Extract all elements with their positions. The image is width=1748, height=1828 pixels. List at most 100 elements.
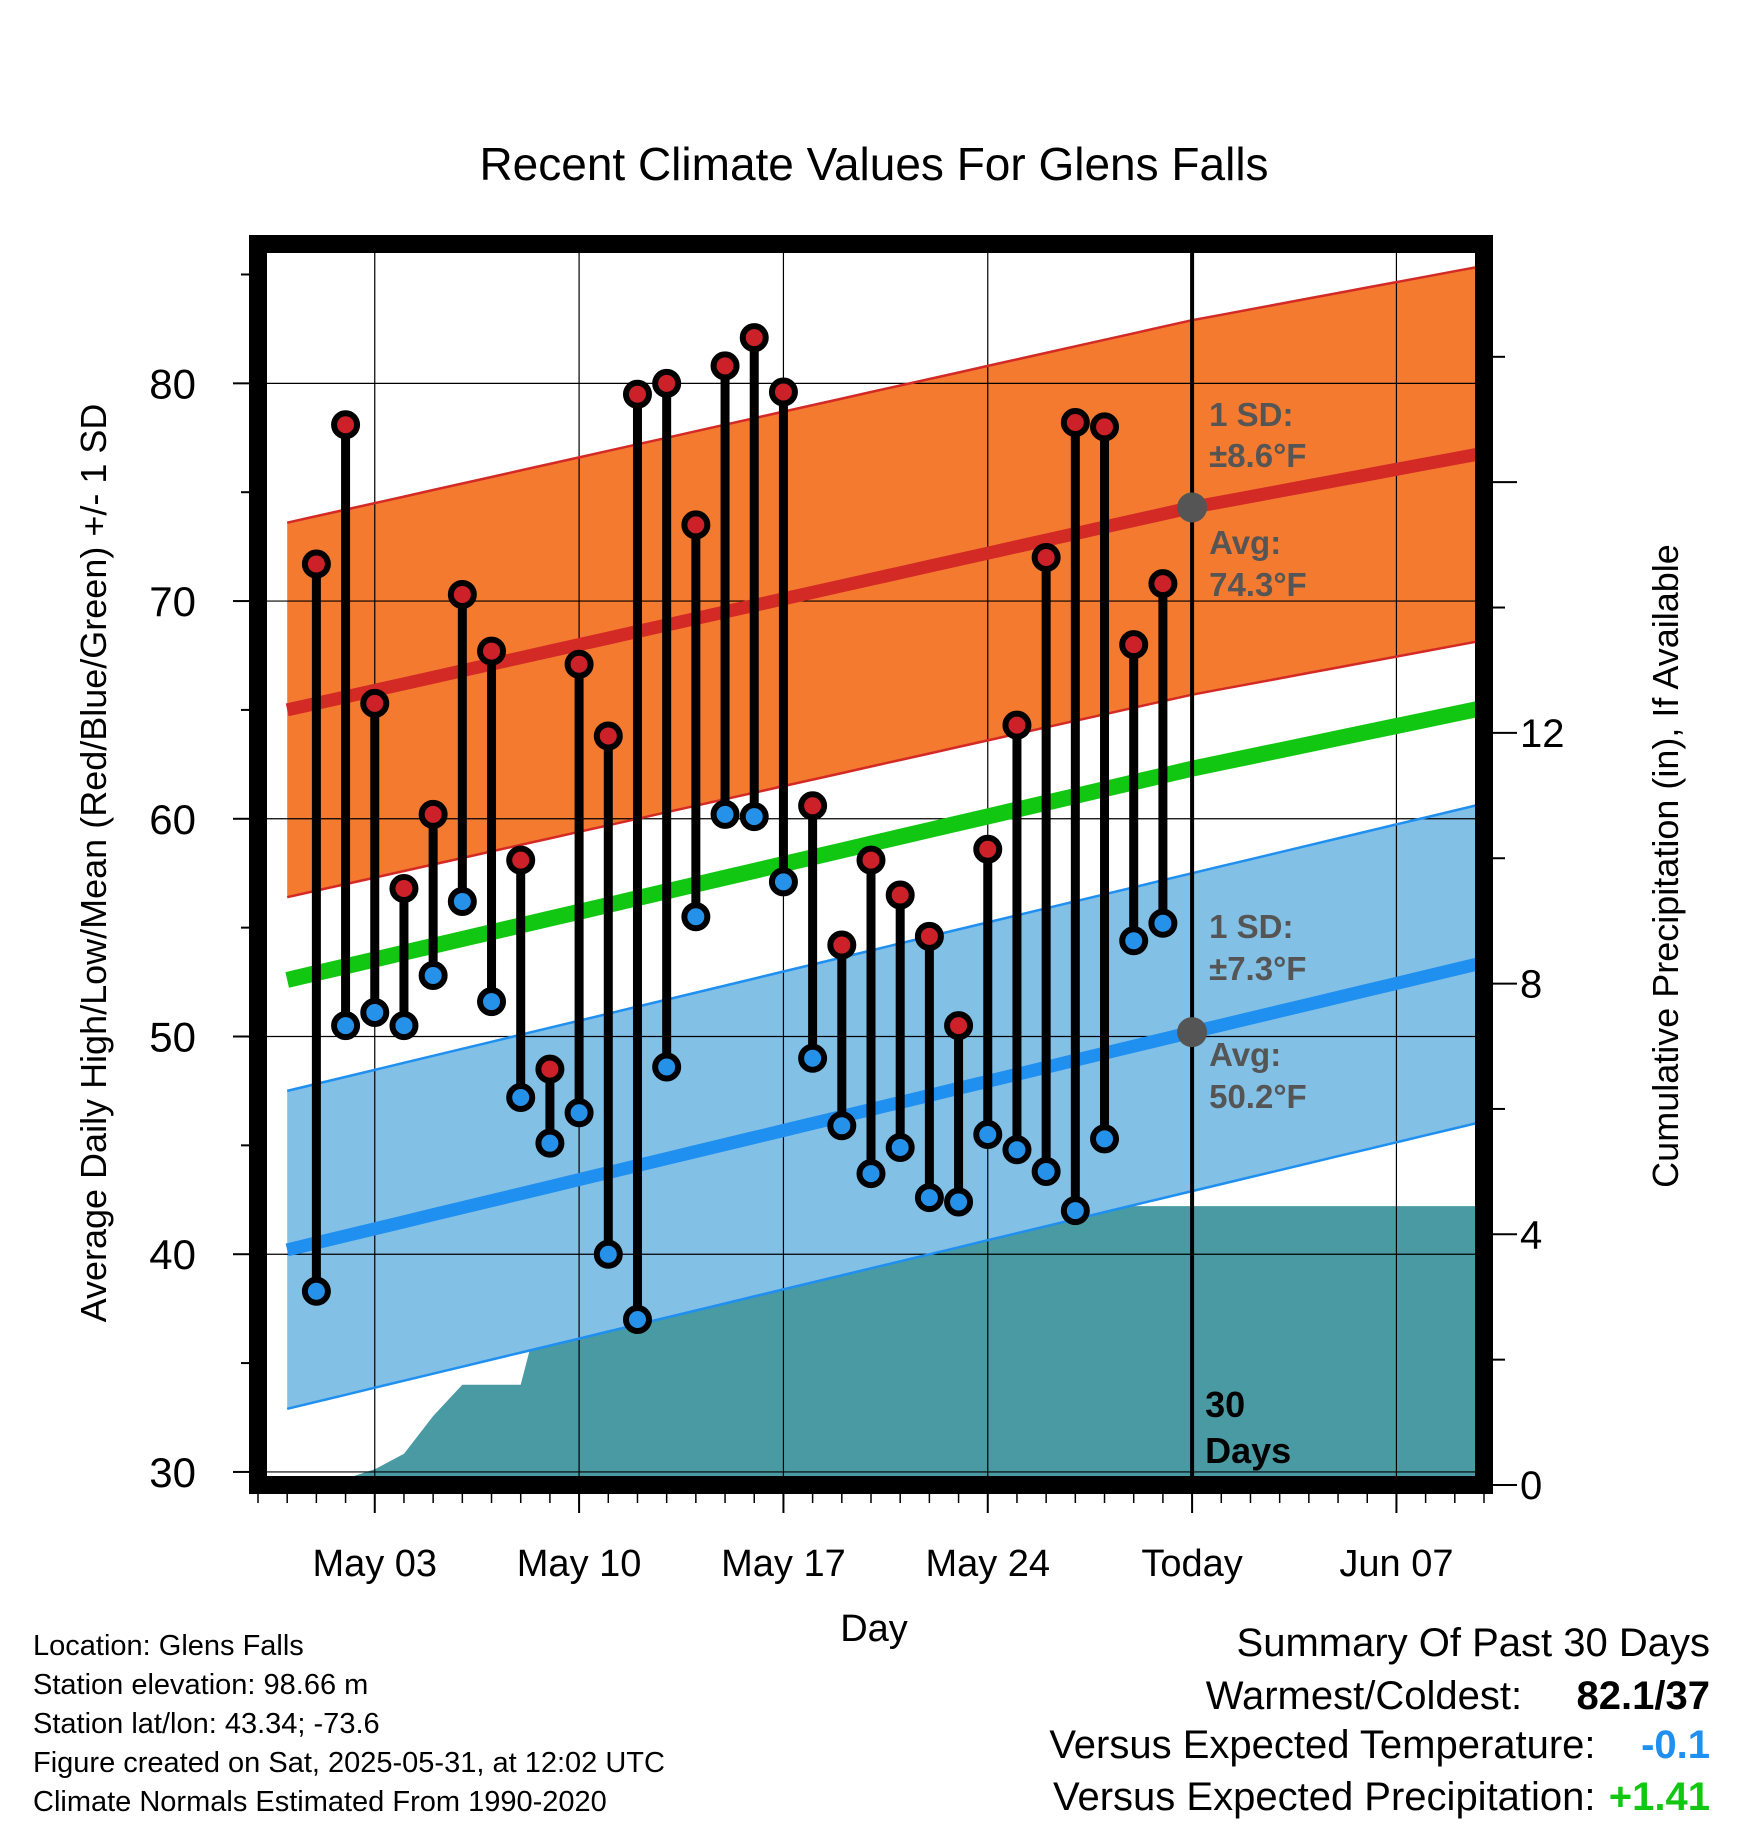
daily-high-point: [739, 323, 769, 353]
daily-high-point: [1090, 412, 1120, 442]
daily-observations: [301, 323, 1178, 1335]
high-avg-label: Avg:: [1209, 524, 1281, 561]
daily-low-point: [1090, 1124, 1120, 1154]
daily-high-point: [710, 351, 740, 381]
daily-low-point: [681, 902, 711, 932]
daily-low-point: [739, 802, 769, 832]
info-elevation: Station elevation: 98.66 m: [33, 1669, 369, 1701]
y-tick-label: 50: [149, 1013, 196, 1060]
daily-high-point: [622, 379, 652, 409]
summary-temp-value: -0.1: [1641, 1723, 1710, 1767]
daily-low-point: [1148, 908, 1178, 938]
daily-low-point: [564, 1098, 594, 1128]
low-avg-today-marker: [1177, 1017, 1208, 1048]
daily-high-point: [535, 1054, 565, 1084]
daily-high-point: [973, 834, 1003, 864]
daily-low-point: [944, 1187, 974, 1217]
summary-cold-value: 37: [1665, 1674, 1711, 1718]
x-tick-label: Today: [1141, 1543, 1242, 1585]
daily-high-point: [827, 930, 857, 960]
summary-precip-label: Versus Expected Precipitation:: [1053, 1775, 1596, 1819]
daily-low-point: [710, 799, 740, 829]
high-avg-value: 74.3°F: [1209, 566, 1307, 603]
daily-low-point: [973, 1119, 1003, 1149]
daily-high-point: [681, 510, 711, 540]
daily-high-point: [331, 410, 361, 440]
daily-high-point: [564, 649, 594, 679]
daily-high-point: [389, 873, 419, 903]
daily-high-point: [360, 688, 390, 718]
daily-high-point: [418, 799, 448, 829]
y-tick-label: 70: [149, 578, 196, 625]
summary-title: Summary Of Past 30 Days: [1237, 1621, 1710, 1666]
daily-high-point: [856, 845, 886, 875]
daily-low-point: [506, 1082, 536, 1112]
daily-high-point: [944, 1011, 974, 1041]
info-normals: Climate Normals Estimated From 1990-2020: [33, 1786, 607, 1818]
daily-low-point: [331, 1011, 361, 1041]
daily-high-point: [1148, 569, 1178, 599]
daily-high-point: [768, 377, 798, 407]
summary-title-text: Summary Of Past 30 Days: [1236, 1621, 1710, 1665]
daily-low-point: [768, 867, 798, 897]
summary-warm-cold-row: Warmest/Coldest: 82.1/37: [1206, 1674, 1710, 1719]
daily-high-point: [885, 880, 915, 910]
daily-high-point: [1002, 710, 1032, 740]
x-axis-label: Day: [840, 1608, 908, 1650]
daily-low-point: [885, 1133, 915, 1163]
daily-high-point: [798, 791, 828, 821]
low-sd-label: 1 SD:: [1209, 908, 1293, 945]
low-avg-line: [285, 956, 1484, 1257]
daily-high-point: [447, 580, 477, 610]
daily-low-point: [1060, 1196, 1090, 1226]
y2-tick-label: 8: [1520, 963, 1542, 1007]
daily-high-point: [1060, 408, 1090, 438]
x-tick-label: May 17: [721, 1543, 846, 1585]
daily-low-point: [593, 1239, 623, 1269]
daily-low-point: [389, 1011, 419, 1041]
daily-low-point: [301, 1276, 331, 1306]
low-sd-lower-edge: [286, 1120, 1484, 1411]
summary-warm-cold-label: Warmest/Coldest:: [1205, 1674, 1523, 1718]
info-latlon: Station lat/lon: 43.34; -73.6: [33, 1708, 380, 1740]
daily-high-point: [1119, 630, 1149, 660]
low-avg-label: Avg:: [1209, 1036, 1281, 1073]
daily-low-point: [622, 1305, 652, 1335]
daily-high-point: [652, 368, 682, 398]
y-tick-label: 80: [149, 360, 196, 407]
summary-precip-value: +1.41: [1608, 1775, 1710, 1819]
daily-low-point: [1002, 1135, 1032, 1165]
daily-low-point: [827, 1111, 857, 1141]
low-sd-upper-edge: [286, 802, 1484, 1093]
high-avg-today-marker: [1177, 492, 1208, 523]
x-tick-label: May 24: [925, 1543, 1050, 1585]
plot-frame: [249, 235, 1493, 1494]
daily-low-point: [535, 1128, 565, 1158]
daily-low-point: [856, 1159, 886, 1189]
high-sd-upper-edge: [286, 264, 1484, 524]
summary-temp-label: Versus Expected Temperature:: [1049, 1723, 1596, 1767]
info-location: Location: Glens Falls: [33, 1630, 304, 1662]
daily-low-point: [914, 1183, 944, 1213]
today-window-label-1: Days: [1205, 1430, 1291, 1471]
y-tick-label: 60: [149, 796, 196, 843]
info-created: Figure created on Sat, 2025-05-31, at 12…: [33, 1747, 665, 1779]
high-sd-value: ±8.6°F: [1209, 437, 1306, 474]
summary-temp-row: Versus Expected Temperature: -0.1: [1049, 1723, 1710, 1768]
daily-high-point: [301, 549, 331, 579]
axes: 30 40 50 60 70 80 0 4 8 12 May 03 May 10 May 17 May 2…: [149, 235, 1565, 1585]
high-avg-line: [285, 446, 1484, 717]
high-sd-lower-edge: [286, 638, 1484, 899]
daily-low-point: [1119, 926, 1149, 956]
daily-low-point: [360, 998, 390, 1028]
daily-high-point: [477, 636, 507, 666]
x-tick-label: May 10: [517, 1543, 642, 1585]
daily-high-point: [506, 845, 536, 875]
y2-tick-label: 0: [1520, 1464, 1542, 1508]
daily-high-point: [914, 921, 944, 951]
daily-low-point: [798, 1043, 828, 1073]
low-avg-value: 50.2°F: [1209, 1078, 1307, 1115]
daily-high-point: [1031, 543, 1061, 573]
daily-low-point: [1031, 1156, 1061, 1186]
